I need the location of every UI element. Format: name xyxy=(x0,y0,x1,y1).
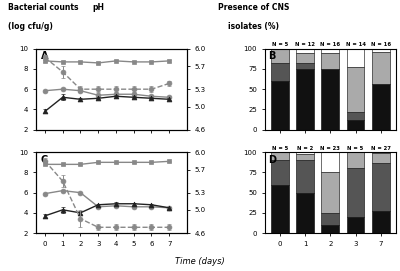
Bar xyxy=(322,152,339,172)
Text: N = 12: N = 12 xyxy=(295,42,315,47)
Bar xyxy=(296,53,314,63)
Text: Bacterial counts: Bacterial counts xyxy=(8,3,78,12)
Bar xyxy=(296,154,314,160)
Bar xyxy=(322,69,339,130)
Bar xyxy=(271,81,289,130)
Bar xyxy=(347,152,364,168)
Bar xyxy=(347,112,364,120)
Text: isolates (%): isolates (%) xyxy=(228,22,280,31)
Bar xyxy=(347,49,364,67)
Bar xyxy=(372,153,390,163)
Bar xyxy=(271,185,289,233)
Text: D: D xyxy=(269,155,277,165)
Text: N = 27: N = 27 xyxy=(371,146,391,151)
Bar xyxy=(372,49,390,52)
Text: N = 5: N = 5 xyxy=(348,146,364,151)
Bar xyxy=(347,120,364,130)
Text: N = 5: N = 5 xyxy=(272,42,288,47)
Bar xyxy=(322,213,339,225)
Bar xyxy=(347,168,364,217)
Text: N = 16: N = 16 xyxy=(320,42,340,47)
Text: pH: pH xyxy=(92,3,104,12)
Text: N = 2: N = 2 xyxy=(297,146,313,151)
Bar xyxy=(296,49,314,53)
Text: C: C xyxy=(40,155,48,165)
Text: N = 23: N = 23 xyxy=(320,146,340,151)
Text: Time (days): Time (days) xyxy=(175,257,225,266)
Text: B: B xyxy=(269,51,276,61)
Bar xyxy=(347,217,364,233)
Text: N = 16: N = 16 xyxy=(371,42,391,47)
Bar xyxy=(271,152,289,160)
Bar xyxy=(322,172,339,213)
Bar xyxy=(372,84,390,130)
Bar xyxy=(372,211,390,233)
Text: Presence of CNS: Presence of CNS xyxy=(218,3,290,12)
Bar xyxy=(372,163,390,211)
Text: N = 5: N = 5 xyxy=(272,146,288,151)
Bar xyxy=(271,63,289,81)
Bar xyxy=(296,63,314,69)
Bar xyxy=(296,160,314,193)
Text: (log cfu/g): (log cfu/g) xyxy=(8,22,53,31)
Bar xyxy=(322,49,339,53)
Bar xyxy=(372,52,390,84)
Text: A: A xyxy=(40,51,48,61)
Bar xyxy=(271,160,289,185)
Bar xyxy=(296,152,314,154)
Bar xyxy=(372,152,390,153)
Bar xyxy=(296,69,314,130)
Text: N = 14: N = 14 xyxy=(346,42,366,47)
Bar xyxy=(322,225,339,233)
Bar xyxy=(322,53,339,69)
Bar xyxy=(296,193,314,233)
Bar xyxy=(271,49,289,63)
Bar xyxy=(347,67,364,112)
